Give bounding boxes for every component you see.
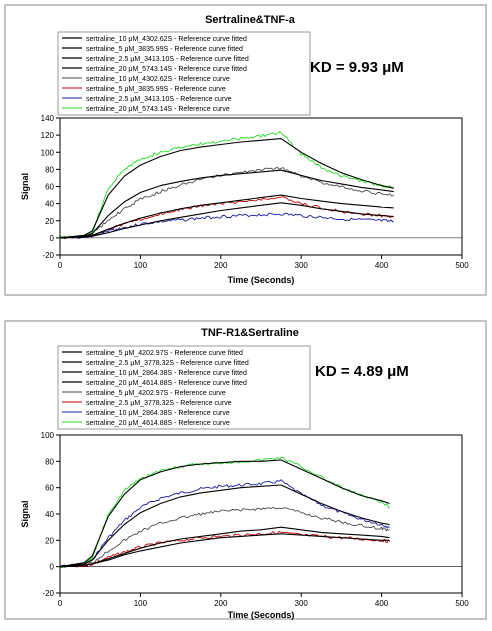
series-line-raw-7	[59, 456, 390, 569]
y-tick-label: -20	[42, 589, 54, 598]
legend-entry: sertraline_2.5 μM_3778.32S - Reference c…	[86, 400, 232, 407]
kd-annotation: KD = 9.93 μM	[310, 59, 404, 76]
x-tick-label: 0	[58, 599, 63, 608]
x-axis-label: Time (Seconds)	[228, 275, 295, 285]
x-tick-label: 500	[455, 599, 469, 608]
legend-entry: sertraline_5 μM_3835.99S - Reference cur…	[86, 86, 226, 93]
legend-entry: sertraline_5 μM_3835.99S - Reference cur…	[86, 46, 243, 53]
y-tick-label: 80	[45, 165, 54, 174]
x-tick-label: 0	[58, 261, 63, 270]
chart-title: TNF-R1&Sertraline	[201, 327, 299, 339]
series-line-fit-3	[59, 459, 390, 568]
series-line-fit-0	[59, 526, 390, 568]
chart-svg: Sertraline&TNF-a KD = 9.93 μM sertraline_1…	[4, 4, 487, 296]
y-tick-label: 60	[45, 183, 54, 192]
y-tick-label: 40	[45, 510, 54, 519]
series-line-raw-4	[59, 166, 394, 239]
y-tick-label: 20	[45, 217, 54, 226]
y-axis-label: Signal	[20, 173, 30, 200]
legend-entry: sertraline_2.5 μM_3778.32S - Reference c…	[86, 360, 249, 367]
legend-entry: sertraline_5 μM_4202.97S - Reference cur…	[86, 350, 243, 357]
legend-entry: sertraline_20 μM_4614.88S - Reference cu…	[86, 380, 247, 387]
y-tick-label: -20	[42, 251, 54, 260]
y-tick-label: 0	[50, 563, 55, 572]
y-tick-label: 60	[45, 484, 54, 493]
chart-svg: TNF-R1&Sertraline KD = 4.89 μM sertraline_…	[4, 320, 487, 620]
legend-entry: sertraline_20 μM_5743.14S - Reference cu…	[86, 106, 230, 113]
x-tick-label: 200	[214, 261, 228, 270]
y-tick-label: 100	[41, 431, 55, 440]
legend-entry: sertraline_10 μM_4302.62S - Reference cu…	[86, 76, 230, 83]
legend-entry: sertraline_5 μM_4202.97S - Reference cur…	[86, 390, 226, 397]
x-tick-label: 200	[214, 599, 228, 608]
chart-panel-sertraline-tnfa: Sertraline&TNF-a KD = 9.93 μM sertraline_1…	[0, 0, 492, 300]
legend-entry: sertraline_10 μM_2864.38S - Reference cu…	[86, 370, 247, 377]
y-tick-label: 140	[41, 114, 55, 123]
series-line-fit-0	[59, 169, 394, 239]
x-tick-label: 100	[134, 261, 148, 270]
series-line-fit-1	[59, 194, 394, 239]
y-tick-label: 120	[41, 131, 55, 140]
series-line-fit-3	[59, 138, 394, 239]
x-tick-label: 300	[295, 261, 309, 270]
y-tick-label: 20	[45, 536, 54, 545]
series-line-fit-2	[59, 202, 394, 239]
plot-area: 0 100 200 300 400 500 -20 0 20 40 60 80 100 120 140	[41, 114, 470, 270]
chart-title: Sertraline&TNF-a	[205, 14, 296, 26]
y-tick-label: 100	[41, 148, 55, 157]
legend-frame	[57, 31, 311, 116]
x-tick-label: 100	[134, 599, 148, 608]
x-tick-label: 400	[375, 599, 389, 608]
legend: sertraline_10 μM_4302.62S - Reference cu…	[57, 31, 311, 116]
plot-frame	[59, 434, 463, 594]
series-line-fit-2	[59, 484, 390, 568]
series-line-raw-6	[59, 212, 394, 239]
legend-entry: sertraline_10 μM_2864.38S - Reference cu…	[86, 410, 230, 417]
legend-entry: sertraline_2.5 μM_3413.10S - Reference c…	[86, 56, 249, 63]
x-tick-label: 300	[295, 599, 309, 608]
legend-frame	[57, 345, 311, 430]
y-tick-label: 80	[45, 457, 54, 466]
plot-frame	[59, 117, 463, 256]
legend-entry: sertraline_20 μM_5743.14S - Reference cu…	[86, 66, 247, 73]
series-line-raw-7	[59, 131, 395, 240]
x-tick-label: 500	[455, 261, 469, 270]
legend-entry: sertraline_10 μM_4302.62S - Reference cu…	[86, 36, 247, 43]
series-line-raw-4	[59, 506, 390, 569]
x-tick-label: 400	[375, 261, 389, 270]
series-line-fit-1	[59, 533, 390, 568]
x-axis-label: Time (Seconds)	[228, 610, 295, 620]
kd-annotation: KD = 4.89 μM	[315, 363, 409, 380]
legend-entry: sertraline_2.5 μM_3413.10S - Reference c…	[86, 96, 232, 103]
y-axis-label: Signal	[20, 500, 30, 527]
y-tick-label: 0	[50, 234, 55, 243]
legend-entry: sertraline_20 μM_4614.88S - Reference cu…	[86, 420, 230, 427]
chart-panel-tnfr1-sertraline: TNF-R1&Sertraline KD = 4.89 μM sertraline_…	[0, 318, 492, 626]
y-tick-label: 40	[45, 200, 54, 209]
plot-area: 0 100 200 300 400 500 -20 0 20 40 60 80 100	[41, 431, 470, 608]
legend: sertraline_5 μM_4202.97S - Reference cur…	[57, 345, 311, 430]
